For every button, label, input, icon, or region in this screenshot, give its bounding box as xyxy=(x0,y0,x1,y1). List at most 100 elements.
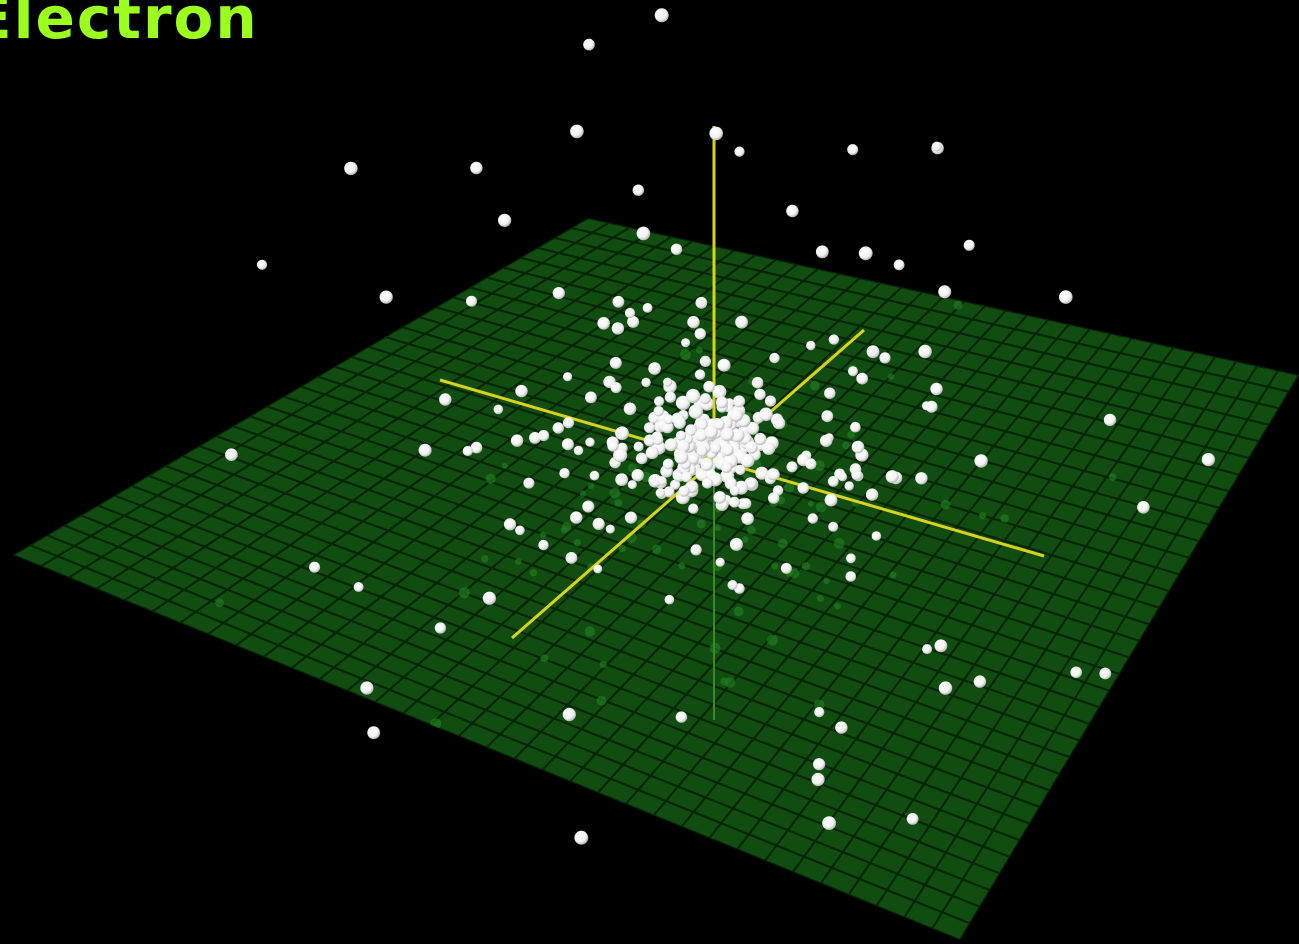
electron-point xyxy=(696,418,708,431)
electron-shadow-point xyxy=(742,536,749,543)
grid-line-v xyxy=(80,514,1001,875)
grid-line-v xyxy=(181,454,1061,775)
electron-point xyxy=(824,387,836,399)
electron-shadow-point xyxy=(515,558,522,565)
electron-point xyxy=(768,492,780,504)
electron-shadow-point xyxy=(833,538,845,549)
electron-shadow-point xyxy=(979,511,987,520)
electron-point xyxy=(631,469,644,482)
electron-point xyxy=(751,376,764,389)
electron-point xyxy=(498,213,512,227)
electron-point xyxy=(934,639,948,653)
electron-point xyxy=(653,406,664,417)
electron-point xyxy=(694,369,706,380)
electron-shadow-point xyxy=(801,562,810,571)
electron-shadow-point xyxy=(789,568,800,579)
electron-point xyxy=(822,816,836,830)
electron-point xyxy=(529,432,541,444)
electron-point xyxy=(721,443,734,457)
electron-point xyxy=(764,395,777,407)
grid-line-v xyxy=(249,415,1100,709)
electron-shadow-point xyxy=(810,380,820,391)
electron-shadow-point xyxy=(714,524,721,532)
electron-point xyxy=(462,445,473,457)
electron-point xyxy=(851,440,865,454)
electron-point xyxy=(1059,290,1073,304)
electron-shadow-point xyxy=(529,569,538,577)
electron-point xyxy=(835,721,848,734)
electron-point xyxy=(828,521,839,532)
electron-point xyxy=(827,476,839,487)
electron-point xyxy=(772,416,786,430)
electron-shadow-point xyxy=(430,718,442,730)
electron-point xyxy=(470,161,483,175)
electron-point xyxy=(837,472,848,482)
electron-point xyxy=(624,511,638,524)
electron-point xyxy=(565,552,578,564)
electron-point xyxy=(562,417,575,429)
electron-point xyxy=(811,772,825,787)
electron-shadow-point xyxy=(771,562,779,570)
electron-point xyxy=(681,471,692,483)
electron-point xyxy=(570,511,583,524)
grid-line-u xyxy=(959,374,1299,940)
electron-point xyxy=(379,290,393,304)
electron-point xyxy=(256,259,268,270)
electron-point xyxy=(740,453,755,468)
electron-shadow-point xyxy=(614,499,623,507)
electron-shadow-point xyxy=(652,544,662,554)
electron-shadow-point xyxy=(596,695,607,706)
electron-shadow-point xyxy=(539,531,547,538)
electron-shadow-point xyxy=(724,677,736,688)
electron-shadow-point xyxy=(816,594,824,603)
electron-point xyxy=(562,707,576,722)
electron-shadow-point xyxy=(823,577,830,585)
electron-shadow-point xyxy=(680,349,691,361)
electron-point xyxy=(687,315,700,329)
electron-shadow-point xyxy=(1000,514,1009,523)
grid-line-v xyxy=(29,544,971,925)
electron-point xyxy=(573,445,584,456)
electron-point xyxy=(754,388,766,401)
electron-point xyxy=(685,424,697,437)
electron-point xyxy=(797,482,810,494)
grid-line-u xyxy=(875,360,1238,907)
grid-line-v xyxy=(164,464,1051,792)
electron-point xyxy=(678,485,690,497)
electron-point xyxy=(805,458,817,470)
electron-point xyxy=(654,8,669,23)
electron-point xyxy=(615,426,629,441)
electron-point xyxy=(844,481,854,491)
electron-point xyxy=(664,391,677,403)
electron-shadow-point xyxy=(709,642,721,654)
electron-point xyxy=(663,414,674,425)
electron-point xyxy=(694,429,708,442)
electron-point xyxy=(729,496,740,508)
electron-point xyxy=(865,488,879,501)
grid-line-v xyxy=(46,534,981,908)
electron-point xyxy=(538,539,549,551)
electron-point xyxy=(762,442,776,455)
grid-line-u xyxy=(624,318,1049,805)
electron-point xyxy=(850,421,861,433)
grid-line-u xyxy=(652,323,1070,817)
electron-point xyxy=(574,830,589,845)
electron-point xyxy=(740,498,752,509)
electron-shadow-point xyxy=(696,346,703,354)
electron-point xyxy=(741,512,754,525)
grid-line-u xyxy=(541,304,987,771)
grid-line-u xyxy=(791,346,1175,873)
electron-point xyxy=(885,470,899,484)
electron-point xyxy=(1099,667,1112,680)
electron-point xyxy=(610,382,622,394)
electron-point xyxy=(225,448,238,462)
electron-point xyxy=(623,402,637,416)
electron-point xyxy=(702,477,713,489)
grid-line-u xyxy=(597,314,1028,794)
electron-point xyxy=(931,141,942,152)
electron-point xyxy=(856,372,869,385)
electron-shadow-point xyxy=(834,602,841,610)
grid-line-v xyxy=(130,484,1031,825)
electron-shadow-point xyxy=(842,441,850,450)
electron-point xyxy=(674,450,689,465)
